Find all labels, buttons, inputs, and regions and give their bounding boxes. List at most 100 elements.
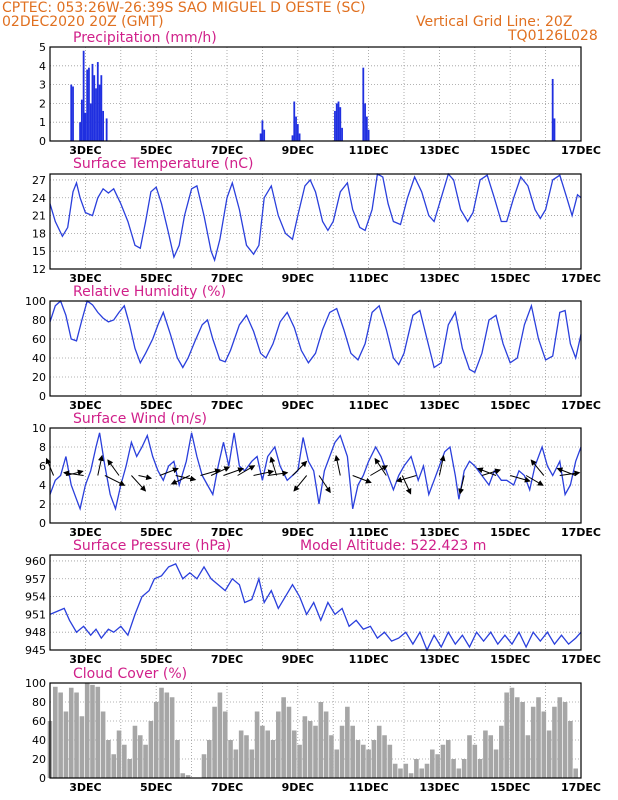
precip-bar: [98, 84, 101, 141]
cloud-bar: [233, 749, 239, 778]
cloud-bar: [376, 725, 382, 778]
precip-bar: [84, 112, 87, 141]
wind-title: Surface Wind (m/s): [73, 411, 207, 427]
wind-xtick-label: 3DEC: [69, 526, 101, 539]
precip-bar: [82, 50, 85, 142]
cloud-bar: [228, 740, 233, 778]
cloud-bar: [456, 768, 462, 778]
wind-ytick-label: 2: [39, 498, 46, 511]
cloud-bar: [334, 749, 340, 778]
pressure-xtick-label: 15DEC: [490, 653, 530, 666]
temp-xtick-label: 9DEC: [282, 272, 314, 285]
cloud-xtick-label: 15DEC: [490, 781, 530, 794]
wind-arrow: [237, 465, 256, 476]
precip-bar: [263, 129, 266, 141]
wind-arrow: [293, 475, 308, 492]
cloud-bar: [58, 692, 63, 778]
header-grid-note: Vertical Grid Line: 20Z: [416, 14, 573, 30]
wind-arrow: [481, 468, 502, 476]
cloud-bar: [541, 711, 547, 778]
wind-xtick-label: 7DEC: [211, 526, 243, 539]
rh-panel: 0 20 40 60 80 100 3DEC 5DEC 7DEC 9DEC 11DEC 13DEC 15…: [25, 284, 601, 412]
cloud-bar: [360, 744, 366, 778]
rh-xtick-label: 15DEC: [490, 399, 530, 412]
temp-ytick-label: 21: [32, 210, 46, 223]
cloud-bar: [472, 744, 478, 778]
temp-ytick-label: 27: [32, 174, 46, 187]
cloud-bar: [467, 735, 472, 778]
wind-arrow: [97, 454, 104, 476]
cloud-ytick-label: 60: [32, 715, 46, 728]
wind-panel: 0 2 4 6 8 10 3DEC 5DEC 7DEC 9DEC 11DEC 13DEC 15DEC 17…: [32, 411, 601, 539]
precip-ytick-label: 0: [39, 135, 46, 148]
precip-bar: [293, 101, 296, 141]
header-model-id: TQ0126L028: [508, 28, 598, 44]
precip-bar: [362, 67, 365, 141]
cloud-bar: [313, 725, 318, 778]
cloud-bar: [79, 716, 85, 778]
pressure-ytick-label: 948: [25, 626, 46, 639]
wind-xtick-label: 11DEC: [349, 526, 389, 539]
cloud-bar: [504, 692, 509, 778]
wind-ytick-label: 6: [39, 460, 46, 473]
cloud-bar: [461, 759, 467, 778]
precip-bar: [298, 133, 301, 141]
cloud-bar: [435, 754, 440, 778]
precip-bar: [291, 135, 294, 141]
precip-xtick-label: 13DEC: [419, 144, 459, 157]
wind-arrow: [476, 467, 497, 476]
precip-bar: [91, 63, 94, 141]
cloud-ytick-label: 100: [25, 677, 46, 690]
precip-bar: [88, 67, 90, 141]
wind-arrow: [530, 459, 545, 476]
cloud-bar: [276, 711, 281, 778]
cloud-bar: [185, 775, 191, 778]
precip-bar: [337, 101, 340, 141]
rh-title: Relative Humidity (%): [73, 284, 226, 300]
cloud-xtick-label: 9DEC: [282, 781, 314, 794]
cloud-ytick-label: 20: [32, 753, 46, 766]
cloud-bar: [562, 702, 568, 778]
cloud-bar: [552, 706, 557, 778]
wind-arrow: [401, 475, 412, 495]
cloud-bar: [424, 763, 430, 778]
cloud-bar: [217, 692, 223, 778]
cloud-bar: [169, 697, 175, 778]
cloud-bar: [408, 773, 414, 778]
pressure-title: Surface Pressure (hPa): [73, 538, 231, 554]
wind-arrow: [370, 465, 389, 476]
wind-arrow: [318, 475, 331, 494]
temp-xtick-label: 3DEC: [69, 272, 101, 285]
precip-bar: [80, 99, 83, 141]
cloud-bar: [493, 749, 499, 778]
precip-bar: [105, 118, 108, 141]
precip-bar: [296, 124, 299, 141]
cloud-xtick-label: 5DEC: [140, 781, 172, 794]
cloud-bar: [477, 759, 483, 778]
precip-xtick-label: 7DEC: [211, 144, 243, 157]
precip-bar: [70, 84, 73, 141]
cloud-bar: [323, 711, 329, 778]
pressure-xtick-label: 13DEC: [419, 653, 459, 666]
pressure-panel: 945 948 951 954 957 960 3DEC 5DEC 7DEC 9DEC 11DEC 1…: [25, 538, 601, 666]
cloud-bar: [100, 711, 106, 778]
precip-ytick-label: 1: [39, 116, 46, 129]
cloud-bar: [260, 725, 265, 778]
wind-ytick-label: 0: [39, 517, 46, 530]
cloud-bar: [525, 735, 531, 778]
wind-arrow: [107, 459, 120, 476]
wind-arrow: [438, 454, 446, 476]
wind-arrow: [63, 470, 84, 477]
pressure-xtick-label: 5DEC: [140, 653, 172, 666]
cloud-bar: [297, 744, 302, 778]
precip-bar: [551, 78, 554, 141]
rh-xtick-label: 11DEC: [349, 399, 389, 412]
cloud-bar: [74, 692, 79, 778]
cloud-panel: 0 20 40 60 80 100 3DEC 5DEC 7DEC 9DEC 11DEC 13DEC 15…: [25, 666, 601, 794]
cloud-bar: [153, 702, 159, 778]
precip-title: Precipitation (mm/h): [73, 30, 217, 46]
precip-ytick-label: 2: [39, 97, 46, 110]
rh-xtick-label: 3DEC: [69, 399, 101, 412]
precip-xtick-label: 9DEC: [282, 144, 314, 157]
